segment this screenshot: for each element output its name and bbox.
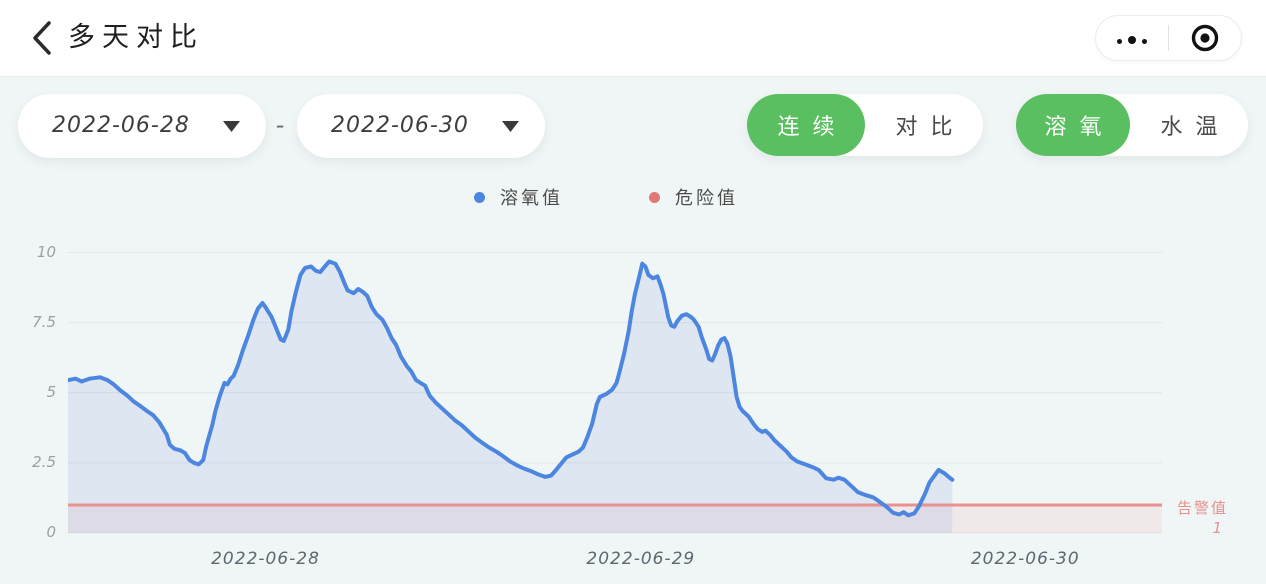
metric-option-label: 溶氧 [1044,115,1115,140]
y-axis-tick: 0 [46,523,56,541]
danger-area [68,504,1162,533]
y-axis-tick: 10 [36,242,56,261]
caret-down-icon [502,121,519,132]
mode-toggle: 连续 对比 [747,94,983,156]
mode-option-label: 对比 [895,115,966,140]
alarm-line-value: 1 [1212,519,1222,537]
start-date-value: 2022-06-28 [52,113,190,138]
alarm-line-label: 告警值 [1177,499,1229,517]
target-circle-icon [1191,24,1219,52]
x-axis-tick: 2022-06-30 [970,549,1080,569]
legend-dot-icon [474,191,485,203]
date-range-separator: - [275,111,285,139]
series-line [68,259,955,518]
mode-option-compare[interactable]: 对比 [865,94,983,156]
x-axis-tick: 2022-06-28 [211,549,320,569]
x-axis-tick: 2022-06-29 [586,549,696,569]
exit-button[interactable] [1169,16,1241,60]
y-axis-tick: 5 [46,382,56,401]
end-date-picker[interactable]: 2022-06-30 [297,94,545,158]
chevron-left-icon [33,21,51,55]
back-button[interactable] [24,20,60,56]
y-axis-tick: 7.5 [32,312,56,331]
y-axis-tick: 2.5 [32,452,56,471]
chart-plot-area[interactable] [68,240,1162,540]
metric-option-label: 水温 [1160,115,1231,140]
legend-item[interactable]: 溶氧值 [474,184,563,210]
header: 多天对比 [0,0,1266,76]
page-title: 多天对比 [68,22,204,53]
metric-toggle: 溶氧 水温 [1016,94,1248,156]
capsule-divider [1168,25,1169,51]
mode-option-continuous[interactable]: 连续 [747,94,865,156]
metric-option-oxygen[interactable]: 溶氧 [1016,94,1130,156]
mode-option-label: 连续 [777,115,848,140]
legend-label: 危险值 [675,188,738,209]
more-button[interactable] [1096,16,1168,60]
start-date-picker[interactable]: 2022-06-28 [18,94,266,158]
end-date-value: 2022-06-30 [331,113,469,138]
caret-down-icon [223,121,240,132]
legend-item[interactable]: 危险值 [649,184,738,210]
miniprogram-capsule [1095,15,1242,61]
legend-label: 溶氧值 [500,188,563,209]
legend-dot-icon [649,191,660,203]
series-area [68,261,953,533]
metric-option-water-temp[interactable]: 水温 [1130,94,1248,156]
chart-legend: 溶氧值 危险值 [0,184,1239,210]
three-dots-icon [1114,29,1150,48]
